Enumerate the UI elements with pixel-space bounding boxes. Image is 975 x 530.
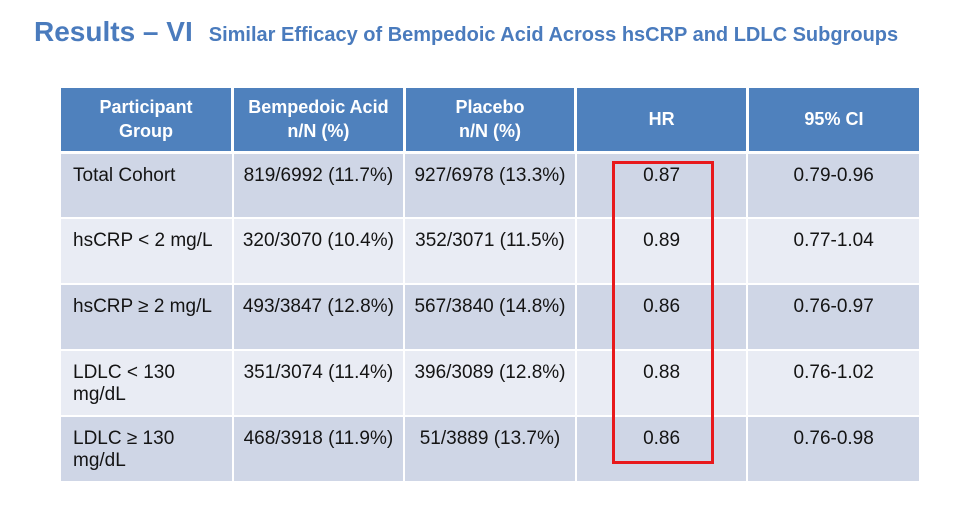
cell-placebo: 51/3889 (13.7%) (404, 416, 577, 483)
title-row: Results – VI Similar Efficacy of Bempedo… (34, 16, 898, 48)
cell-ci: 0.76-0.98 (747, 416, 919, 483)
cell-hr: 0.86 (575, 284, 749, 351)
table-row-hscrp-high: hsCRP ≥ 2 mg/L 493/3847 (12.8%) 567/3840… (61, 284, 919, 351)
column-header-bempedoic-acid: Bempedoic Acid n/N (%) (232, 88, 406, 154)
cell-group: hsCRP ≥ 2 mg/L (61, 284, 234, 351)
cell-group: LDLC < 130 mg/dL (61, 350, 234, 417)
cell-bempedoic: 493/3847 (12.8%) (232, 284, 406, 351)
cell-ci: 0.76-0.97 (747, 284, 919, 351)
table-header-row: Participant Group Bempedoic Acid n/N (%)… (61, 88, 919, 154)
cell-group: hsCRP < 2 mg/L (61, 218, 234, 285)
cell-placebo: 567/3840 (14.8%) (404, 284, 577, 351)
column-header-placebo: Placebo n/N (%) (404, 88, 578, 154)
cell-group: LDLC ≥ 130 mg/dL (61, 416, 234, 483)
table-row-hscrp-low: hsCRP < 2 mg/L 320/3070 (10.4%) 352/3071… (61, 218, 919, 285)
cell-group: Total Cohort (61, 152, 234, 219)
column-header-hr: HR (575, 88, 749, 154)
header-line: HR (648, 109, 675, 130)
results-table: Participant Group Bempedoic Acid n/N (%)… (61, 88, 919, 483)
header-line: Participant (99, 96, 193, 117)
cell-placebo: 352/3071 (11.5%) (404, 218, 577, 285)
column-header-participant-group: Participant Group (61, 88, 235, 154)
cell-ci: 0.77-1.04 (747, 218, 919, 285)
header-line: Bempedoic Acid (248, 96, 389, 117)
header-line: Group (119, 121, 174, 142)
table-row-total-cohort: Total Cohort 819/6992 (11.7%) 927/6978 (… (61, 152, 919, 219)
header-line: n/N (%) (458, 121, 521, 142)
column-header-95ci: 95% CI (747, 88, 919, 154)
cell-bempedoic: 468/3918 (11.9%) (232, 416, 406, 483)
cell-hr: 0.89 (575, 218, 749, 285)
header-line: 95% CI (804, 109, 864, 130)
cell-bempedoic: 819/6992 (11.7%) (232, 152, 406, 219)
header-line: n/N (%) (287, 121, 350, 142)
cell-hr: 0.88 (575, 350, 749, 417)
table-row-ldlc-low: LDLC < 130 mg/dL 351/3074 (11.4%) 396/30… (61, 350, 919, 417)
page-subtitle: Similar Efficacy of Bempedoic Acid Acros… (208, 24, 899, 46)
cell-ci: 0.79-0.96 (747, 152, 919, 219)
cell-hr: 0.87 (575, 152, 749, 219)
cell-placebo: 396/3089 (12.8%) (404, 350, 577, 417)
cell-ci: 0.76-1.02 (747, 350, 919, 417)
cell-hr: 0.86 (575, 416, 749, 483)
page-title: Results – VI (34, 16, 193, 47)
cell-placebo: 927/6978 (13.3%) (404, 152, 577, 219)
cell-bempedoic: 351/3074 (11.4%) (232, 350, 406, 417)
cell-bempedoic: 320/3070 (10.4%) (232, 218, 406, 285)
header-line: Placebo (455, 96, 525, 117)
table-row-ldlc-high: LDLC ≥ 130 mg/dL 468/3918 (11.9%) 51/388… (61, 416, 919, 483)
